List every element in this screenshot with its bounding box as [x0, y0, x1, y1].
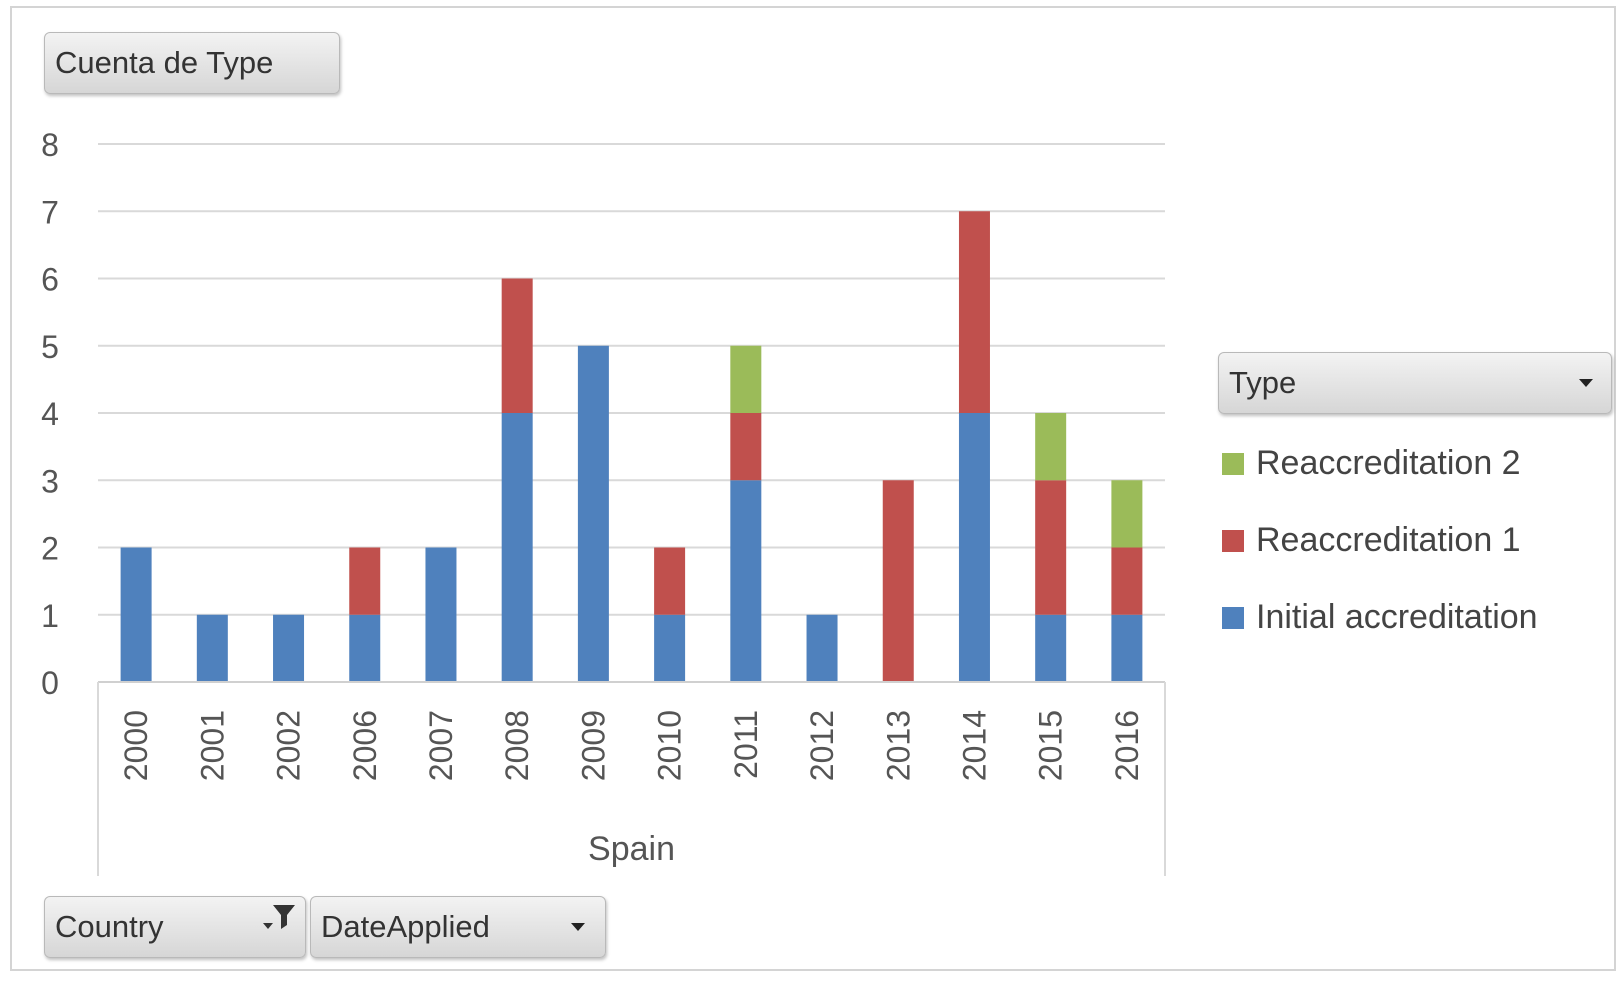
- bar-series: [120, 211, 1143, 683]
- x-tick-label: 2000: [118, 710, 154, 781]
- bar-segment[interactable]: [730, 413, 762, 481]
- x-tick-label: 2002: [271, 710, 307, 781]
- bar-segment[interactable]: [1035, 614, 1067, 682]
- chevron-down-icon: [1579, 379, 1593, 387]
- bar-segment[interactable]: [882, 480, 914, 682]
- x-axis: 2000 2001 2002 2006 2007 2008 2009 2010 2011 2012…: [97, 681, 1166, 876]
- bar-segment[interactable]: [273, 614, 305, 682]
- value-field-button[interactable]: Cuenta de Type: [44, 32, 340, 94]
- bar-segment[interactable]: [730, 480, 762, 682]
- y-tick-label: 0: [41, 665, 59, 701]
- y-axis-tick-labels: 0 1 2 3 4 5 6 7 8: [41, 127, 59, 701]
- bar-segment[interactable]: [806, 614, 838, 682]
- bar-segment[interactable]: [1035, 413, 1067, 481]
- legend-item-reaccreditation-1[interactable]: Reaccreditation 1: [1222, 502, 1538, 579]
- x-tick-label: 2010: [652, 710, 688, 781]
- legend-swatch: [1222, 452, 1244, 475]
- bar-segment[interactable]: [349, 614, 381, 682]
- bar-segment[interactable]: [1111, 614, 1143, 682]
- chevron-down-icon: [571, 923, 585, 931]
- x-tick-label: 2015: [1033, 710, 1069, 781]
- legend-field-button[interactable]: Type: [1218, 352, 1612, 414]
- y-tick-label: 6: [41, 262, 59, 298]
- x-axis-group-label: Spain: [588, 830, 675, 868]
- y-tick-label: 1: [41, 598, 59, 634]
- y-tick-label: 5: [41, 329, 59, 365]
- y-tick-label: 8: [41, 127, 59, 163]
- x-tick-label: 2011: [728, 710, 764, 779]
- bar-segment[interactable]: [730, 345, 762, 413]
- legend-field-label: Type: [1229, 365, 1297, 400]
- x-tick-label: 2001: [194, 710, 230, 781]
- bar-segment[interactable]: [349, 547, 381, 615]
- country-field-label: Country: [55, 909, 164, 944]
- x-tick-label: 2009: [575, 710, 611, 781]
- value-field-label: Cuenta de Type: [55, 45, 274, 80]
- x-tick-label: 2008: [499, 710, 535, 781]
- bar-segment[interactable]: [958, 211, 990, 413]
- bar-segment[interactable]: [958, 413, 990, 682]
- x-tick-label: 2014: [956, 710, 992, 781]
- bar-segment[interactable]: [577, 345, 609, 682]
- x-tick-label: 2012: [804, 710, 840, 781]
- legend-item-reaccreditation-2[interactable]: Reaccreditation 2: [1222, 425, 1538, 502]
- dateapplied-field-label: DateApplied: [321, 909, 490, 944]
- y-tick-label: 2: [41, 531, 59, 567]
- legend-item-label: Initial accreditation: [1256, 598, 1538, 636]
- bar-segment[interactable]: [501, 413, 533, 682]
- x-tick-label: 2006: [347, 710, 383, 781]
- y-tick-label: 7: [41, 194, 59, 230]
- y-tick-label: 4: [41, 396, 59, 432]
- x-tick-label: 2016: [1109, 710, 1145, 781]
- y-tick-label: 3: [41, 463, 59, 499]
- country-field-button[interactable]: Country: [44, 896, 306, 958]
- dateapplied-field-button[interactable]: DateApplied: [310, 896, 606, 958]
- legend-item-label: Reaccreditation 2: [1256, 444, 1521, 482]
- bar-segment[interactable]: [1111, 547, 1143, 615]
- bar-segment[interactable]: [120, 547, 152, 683]
- bar-segment[interactable]: [425, 547, 457, 683]
- legend-swatch: [1222, 606, 1244, 629]
- legend-item-initial-accreditation[interactable]: Initial accreditation: [1222, 579, 1538, 656]
- legend-swatch: [1222, 529, 1244, 552]
- legend-item-label: Reaccreditation 1: [1256, 521, 1521, 559]
- x-tick-label: 2013: [880, 710, 916, 781]
- bar-segment[interactable]: [501, 278, 533, 414]
- bar-segment[interactable]: [654, 614, 686, 682]
- legend: Reaccreditation 2 Reaccreditation 1 Init…: [1222, 425, 1538, 656]
- x-tick-label: 2007: [423, 710, 459, 781]
- pivot-chart-frame: [10, 6, 1616, 971]
- bar-segment[interactable]: [1035, 480, 1067, 615]
- bar-segment[interactable]: [1111, 480, 1143, 548]
- gridlines: [98, 143, 1165, 683]
- filter-dropdown-icon: [263, 905, 295, 929]
- bar-segment[interactable]: [196, 614, 228, 682]
- bar-segment[interactable]: [654, 547, 686, 615]
